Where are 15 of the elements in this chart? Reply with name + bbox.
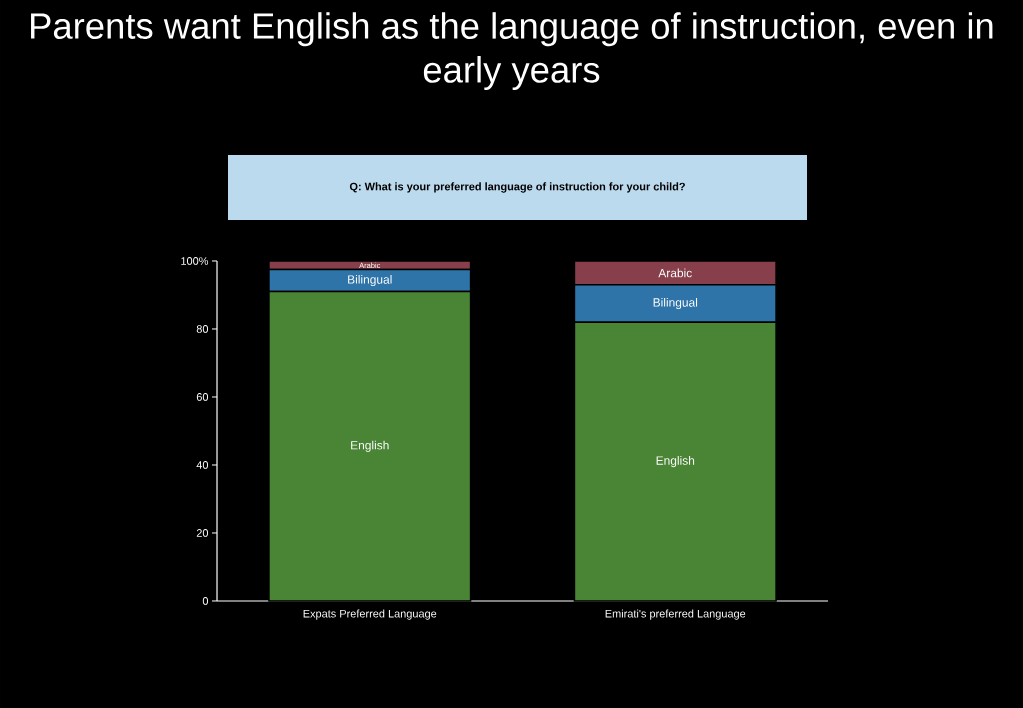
y-tick-label: 0 (202, 597, 209, 605)
y-tick-label: 40 (196, 461, 209, 469)
text: Arabic (658, 268, 692, 278)
x-tick-label: Emirati's preferred Language (605, 609, 746, 620)
text: Bilingual (653, 297, 698, 310)
chart-title: Parents want English as the language of instruction, even in early years (31, 12, 993, 91)
series-label: Bilingual (348, 274, 392, 287)
series-label: English (656, 456, 695, 468)
text: English (351, 440, 389, 452)
y-tick-label: 100% (181, 257, 209, 265)
y-tick-label: 60 (196, 393, 209, 401)
text: Q: What is your preferred language of instruction for your child? (349, 182, 685, 193)
y-tick-label: 80 (196, 325, 209, 333)
x-tick-label: Expats Preferred Language (303, 609, 437, 620)
y-tick-label: 20 (196, 529, 209, 537)
